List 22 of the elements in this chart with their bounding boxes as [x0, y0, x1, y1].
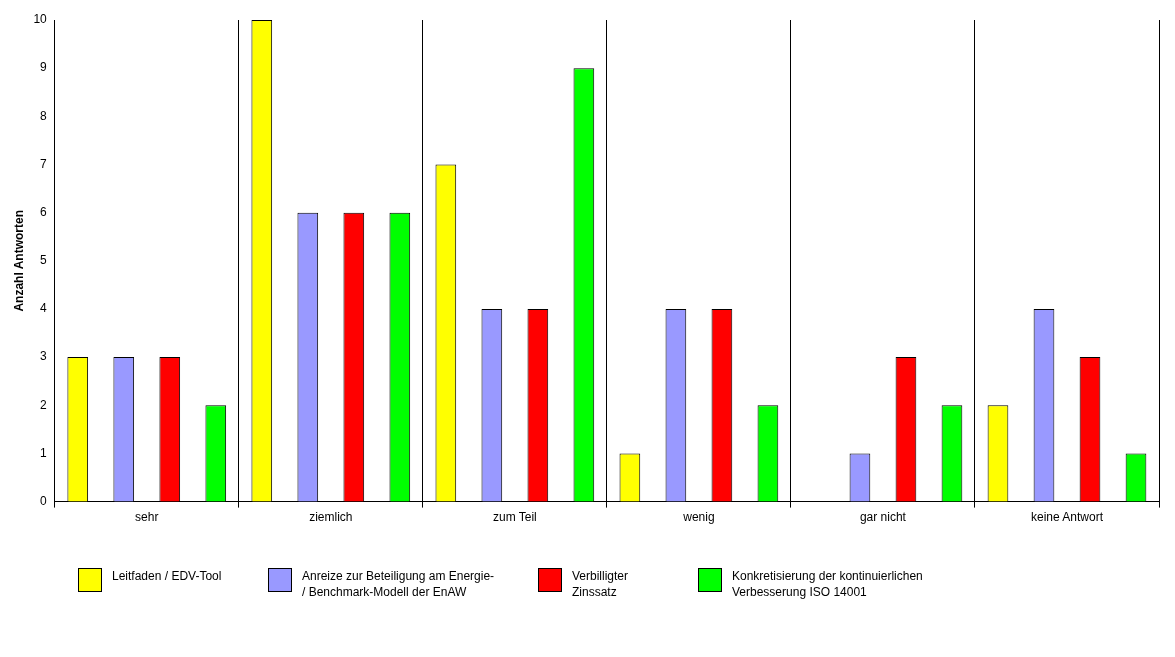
y-tick-label: 1: [40, 445, 48, 460]
x-tick-label: gar nicht: [859, 510, 907, 525]
x-tick-label: zum Teil: [492, 510, 537, 525]
y-tick-label: 9: [40, 60, 48, 75]
y-tick-label: 7: [40, 156, 48, 171]
y-axis-title: Anzahl Antworten: [11, 210, 26, 312]
y-tick-label: 4: [40, 301, 48, 316]
legend-label: Verbilligter Zinssatz: [572, 568, 630, 600]
legend-label: Anreize zur Beteiligung am Energie- / Benchmark-Modell der EnAW: [302, 568, 496, 600]
y-tick-label: 5: [40, 253, 48, 268]
y-tick-label: 2: [40, 397, 48, 412]
y-tick-label: 6: [40, 204, 48, 219]
y-tick-label: 3: [40, 349, 48, 364]
y-tick-label: 10: [33, 12, 48, 27]
y-tick-label: 8: [40, 108, 48, 123]
y-tick-label: 0: [40, 493, 48, 508]
legend-label: Leitfaden / EDV-Tool: [112, 568, 223, 584]
x-tick-label: wenig: [682, 510, 715, 525]
x-tick-label: ziemlich: [309, 510, 353, 525]
x-tick-label: keine Antwort: [1030, 510, 1104, 525]
legend-label: Konkretisierung der kontinuierlichen Verbesserung ISO 14001: [732, 568, 924, 600]
x-tick-label: sehr: [135, 510, 159, 525]
